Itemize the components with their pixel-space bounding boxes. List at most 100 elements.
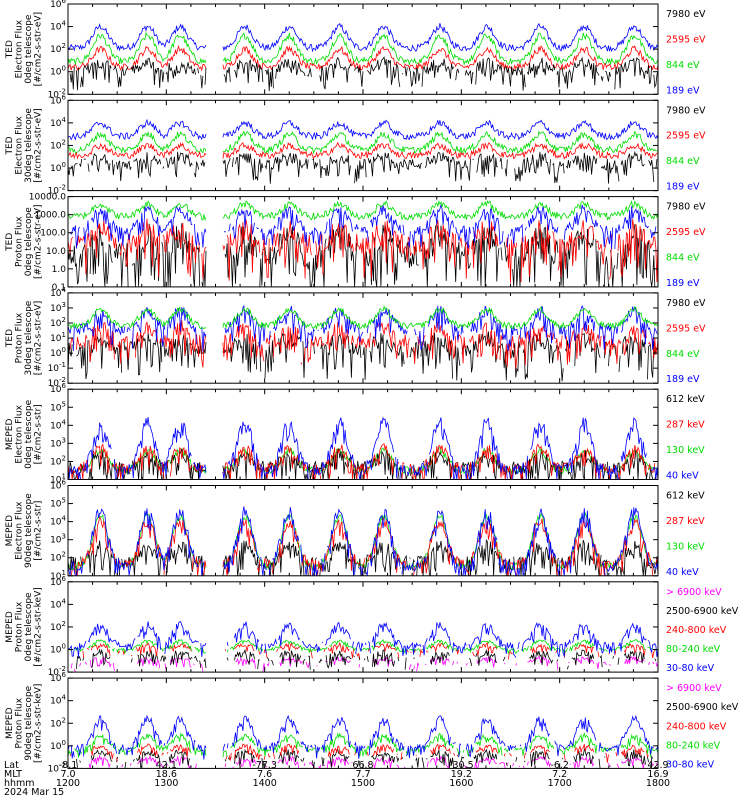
y-tick-label: 100	[50, 346, 66, 359]
y-tick-label: 104	[50, 515, 66, 528]
tick-base: 10	[50, 119, 62, 129]
y-tick-label: 103	[50, 533, 66, 546]
tick-base: 10	[50, 697, 62, 707]
legend-entry: 189 eV	[666, 85, 700, 96]
tick-exp: 6	[62, 382, 67, 390]
y-tick-label: 10000.0	[29, 193, 66, 203]
footer-hhmm-value: 1200	[56, 778, 80, 789]
tick-base: 10	[50, 403, 62, 413]
legend-entry: 7980 eV	[666, 298, 706, 309]
y-tick-label: 102	[50, 316, 66, 329]
legend-entry: 7980 eV	[666, 105, 706, 116]
panel-series	[68, 22, 658, 92]
tick-exp: 4	[62, 515, 67, 523]
legend-entry: 844 eV	[666, 252, 700, 263]
legend-entry: 30-80 keV	[666, 663, 715, 674]
y-axis-label-line: Electron Flux	[15, 19, 25, 78]
y-axis-label-line: TED	[5, 136, 15, 155]
series-blue	[68, 118, 658, 141]
y-axis-label-line: [#/cm2-s-str-keV]	[34, 587, 44, 666]
y-tick-label: 102	[50, 551, 66, 564]
legend-entry: > 6900 keV	[666, 683, 722, 694]
series-green	[68, 130, 658, 155]
y-tick-label: 101	[50, 569, 66, 582]
tick-exp: -2	[59, 376, 66, 384]
series-blue	[68, 22, 658, 53]
tick-exp: 6	[62, 479, 67, 487]
y-tick-label: 100.0	[40, 229, 66, 239]
tick-exp: 3	[62, 533, 66, 541]
tick-exp: 6	[62, 0, 67, 5]
series-green	[68, 638, 658, 655]
legend-entry: 7980 eV	[666, 202, 706, 213]
y-axis-label-line: [#/cm2-s-str-eV]	[34, 301, 44, 376]
tick-base: 10	[50, 164, 62, 174]
tick-base: 10	[50, 476, 62, 486]
tick-base: 10	[50, 482, 62, 492]
tick-base: 10	[48, 764, 60, 774]
y-axis-label-line: 90deg telescope	[24, 685, 34, 760]
tick-exp: 2	[62, 42, 66, 50]
y-axis-label-line: 0deg telescope	[24, 592, 34, 662]
y-axis-label-line: Electron Flux	[15, 501, 25, 560]
tick-base: 10	[50, 623, 62, 633]
tick-exp: 2	[62, 316, 66, 324]
footer-mlt-value: 18.6	[156, 769, 177, 780]
panel-frame	[67, 99, 659, 192]
tick-base: 10	[50, 646, 62, 656]
footer-hhmm-value: 1600	[449, 778, 473, 789]
footer-hhmm-value: 1700	[548, 778, 572, 789]
tick-base: 10	[50, 141, 62, 151]
y-tick-label: 100	[50, 739, 66, 752]
legend-entry: 2595 eV	[666, 34, 706, 45]
tick-exp: 2	[62, 716, 66, 724]
y-tick-label: 103	[50, 436, 66, 449]
y-axis-label-line: 90deg telescope	[24, 493, 34, 568]
tick-base: 10	[50, 518, 62, 528]
footer-hhmm-value: 1300	[154, 778, 178, 789]
legend-entry: 612 keV	[666, 394, 705, 405]
panel-series	[68, 199, 658, 287]
legend-entry: 2500-6900 keV	[666, 702, 739, 713]
y-tick-label: 1.0	[52, 265, 67, 275]
y-tick-label: 10-1	[48, 361, 66, 374]
series-blue	[68, 714, 658, 760]
y-axis-label-line: Proton Flux	[15, 216, 25, 267]
tick-exp: 0	[62, 739, 66, 747]
y-tick-label: 106	[50, 0, 66, 10]
legend-entry: 612 keV	[666, 491, 705, 502]
tick-exp: -2	[59, 665, 66, 673]
tick-exp: -1	[59, 361, 66, 369]
y-axis-label-line: MEPED	[5, 419, 15, 451]
footer-lat-value: -6.2	[550, 760, 569, 771]
legend-entry: 844 eV	[666, 349, 700, 360]
y-axis-label-line: 0deg telescope	[24, 14, 34, 84]
y-tick-label: 104	[50, 418, 66, 431]
y-axis-label-line: [#/cm2-s-str-eV]	[34, 12, 44, 87]
footer-hhmm-value: 1500	[351, 778, 375, 789]
footer-lat-value: 42.1	[156, 760, 177, 771]
y-tick-label: 100	[50, 643, 66, 656]
tick-base: 10	[50, 554, 62, 564]
y-tick-label: 101	[50, 473, 66, 486]
tick-base: 10	[50, 349, 62, 359]
y-axis-label-line: Electron Flux	[15, 404, 25, 463]
y-axis-label-line: 0deg telescope	[24, 207, 34, 277]
series-red	[68, 44, 658, 72]
y-axis-label-line: [#/cm2-s-str-eV]	[34, 108, 44, 183]
y-tick-label: 105	[50, 400, 66, 413]
y-axis-label: TEDElectron Flux0deg telescope[#/cm2-s-s…	[5, 12, 44, 87]
tick-base: 10	[48, 364, 60, 374]
y-axis-label-line: [#/cm2-s-str-keV]	[34, 684, 44, 763]
tick-exp: 5	[62, 497, 66, 505]
y-axis-label-line: 30deg telescope	[24, 300, 34, 375]
legend-entry: 240-800 keV	[666, 625, 727, 636]
y-tick-label: 101	[50, 331, 66, 344]
tick-base: 10	[50, 385, 62, 395]
